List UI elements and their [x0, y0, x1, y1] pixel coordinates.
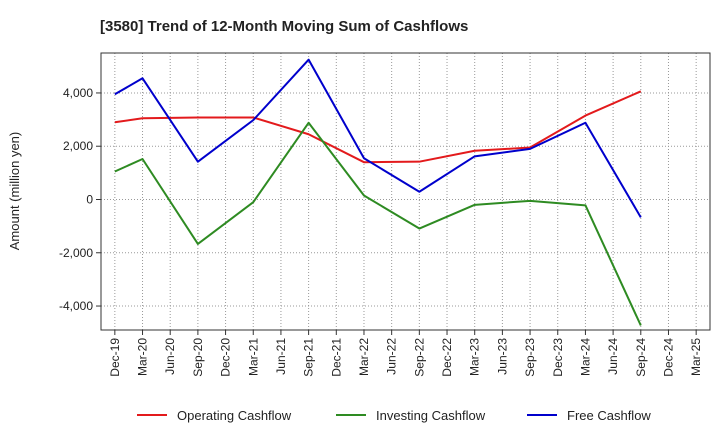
y-tick-label: -2,000: [59, 246, 93, 260]
legend-label: Free Cashflow: [567, 408, 651, 423]
x-tick-label: Jun-20: [163, 338, 177, 375]
series-line-operating-cashflow: [114, 90, 642, 164]
legend: Operating Cashflow Investing Cashflow Free…: [137, 408, 651, 423]
x-tick-label: Mar-25: [689, 338, 703, 376]
x-tick-label: Dec-24: [661, 338, 675, 377]
x-tick-label: Sep-22: [412, 338, 426, 377]
x-tick-label: Sep-23: [523, 338, 537, 377]
x-tick-label: Dec-22: [440, 338, 454, 377]
x-tick-label: Sep-21: [302, 338, 316, 377]
x-tick-label: Jun-24: [606, 338, 620, 375]
series-line-investing-cashflow: [114, 121, 642, 326]
legend-label: Operating Cashflow: [177, 408, 292, 423]
chart-title: [3580] Trend of 12-Month Moving Sum of C…: [100, 18, 468, 35]
x-tick-label: Dec-23: [551, 338, 565, 377]
x-tick-label: Jun-21: [274, 338, 288, 375]
legend-label: Investing Cashflow: [376, 408, 486, 423]
x-tick-label: Mar-23: [468, 338, 482, 376]
y-tick-label: -4,000: [59, 299, 93, 313]
x-tick-label: Dec-21: [329, 338, 343, 377]
y-axis-label: Amount (million yen): [7, 132, 22, 251]
y-tick-label: 4,000: [63, 86, 93, 100]
x-tick-label: Dec-19: [108, 338, 122, 377]
x-tick-label: Sep-24: [634, 338, 648, 377]
x-tick-label: Mar-22: [357, 338, 371, 376]
x-tick-label: Jun-23: [495, 338, 509, 375]
x-tick-label: Dec-20: [219, 338, 233, 377]
plot-area: [101, 53, 710, 330]
x-tick-label: Jun-22: [385, 338, 399, 375]
series-line-free-cashflow: [114, 58, 642, 218]
plot-border: [100, 52, 711, 331]
x-tick-label: Mar-24: [578, 338, 592, 376]
x-tick-label: Mar-21: [246, 338, 260, 376]
x-tick-label: Sep-20: [191, 338, 205, 377]
y-axis-ticks: -4,000 -2,000 0 2,000 4,000: [59, 86, 101, 313]
series-layer: [114, 58, 642, 326]
grid-lines: [101, 53, 710, 330]
y-tick-label: 2,000: [63, 139, 93, 153]
y-tick-label: 0: [86, 192, 93, 206]
x-tick-label: Mar-20: [136, 338, 150, 376]
x-axis-ticks: Dec-19 Mar-20 Jun-20 Sep-20 Dec-20 Mar-21 Jun-…: [108, 330, 703, 377]
